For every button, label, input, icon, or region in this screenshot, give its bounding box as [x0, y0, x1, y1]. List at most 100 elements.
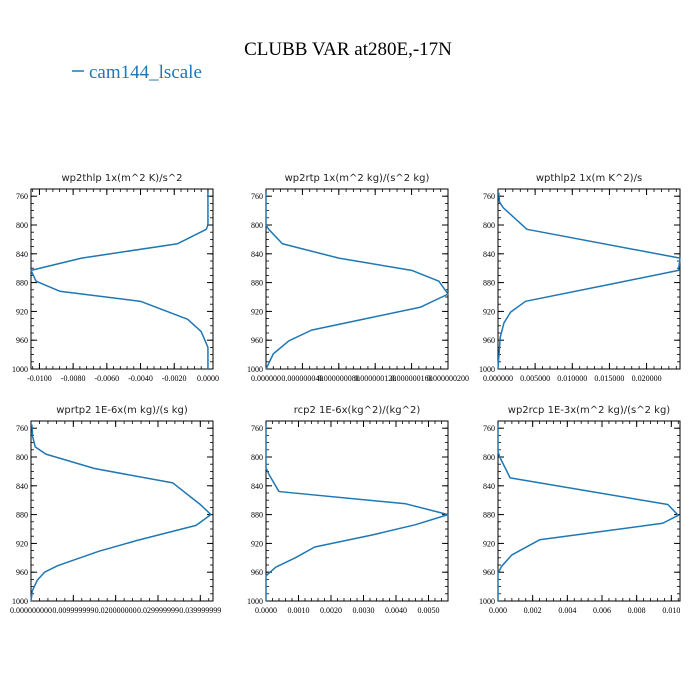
x-tick-label: -0.0100 — [27, 374, 52, 383]
x-tick-label: 0.0050 — [418, 606, 440, 615]
x-tick-label: 0.020000000 — [95, 606, 137, 615]
profile-line — [265, 192, 449, 370]
y-tick-label: 840 — [251, 482, 263, 491]
x-tick-label: 0.000000080 — [318, 374, 360, 383]
chart-panels: wp2thlp 1x(m^2 K)/s^2 760 800 840 880 920 960 1… — [10, 173, 681, 615]
y-tick-label: 760 — [251, 192, 263, 201]
x-tick-label: -0.0060 — [94, 374, 119, 383]
x-tick-label: 0.004 — [558, 606, 576, 615]
plot-frame — [30, 420, 214, 602]
x-tick-label: -0.0080 — [61, 374, 86, 383]
x-tick-label: 0.039999999 — [179, 606, 221, 615]
x-tick-label: 0.0000 — [197, 374, 219, 383]
x-tick-label: 0.005000 — [520, 374, 550, 383]
y-tick-label: 880 — [483, 279, 495, 288]
profile-line — [30, 192, 209, 369]
profile-line — [265, 424, 449, 601]
y-tick-label: 800 — [16, 221, 28, 230]
x-tick-label: 0.0010 — [288, 606, 310, 615]
y-tick-label: 880 — [251, 279, 263, 288]
chart-panel: wp2rcp 1E-3x(m^2 kg)/(s^2 kg) 760 800 840 88… — [479, 405, 681, 615]
x-tick-label: 0.000000120 — [354, 374, 396, 383]
y-tick-label: 920 — [16, 307, 28, 316]
figure-title: CLUBB VAR at280E,-17N — [244, 39, 452, 60]
y-tick-label: 960 — [251, 336, 263, 345]
x-tick-label: 0.010000 — [557, 374, 587, 383]
y-tick-label: 760 — [251, 424, 263, 433]
y-tick-label: 960 — [16, 336, 28, 345]
y-tick-label: 840 — [16, 482, 28, 491]
panel-title: wp2thlp 1x(m^2 K)/s^2 — [61, 173, 182, 184]
y-tick-label: 920 — [251, 539, 263, 548]
y-tick-label: 760 — [483, 424, 495, 433]
y-tick-label: 800 — [483, 221, 495, 230]
plot-frame — [497, 420, 681, 602]
x-tick-label: 0.000000040 — [281, 374, 323, 383]
legend-label: cam144_lscale — [89, 62, 202, 83]
chart-panel: wp2rtp 1x(m^2 kg)/(s^2 kg) 760 800 840 880 92… — [247, 173, 469, 383]
y-tick-label: 960 — [16, 568, 28, 577]
y-tick-label: 760 — [16, 192, 28, 201]
y-tick-label: 960 — [483, 336, 495, 345]
y-tick-label: 960 — [251, 568, 263, 577]
y-tick-label: 1000 — [247, 597, 263, 606]
x-tick-label: 0.020000 — [632, 374, 662, 383]
plot-frame — [265, 188, 449, 370]
y-tick-label: 800 — [16, 453, 28, 462]
y-tick-label: 800 — [483, 453, 495, 462]
x-tick-label: 0.0030 — [353, 606, 375, 615]
y-tick-label: 800 — [251, 453, 263, 462]
y-tick-label: 1000 — [479, 597, 495, 606]
x-tick-label: 0.008 — [628, 606, 646, 615]
y-tick-label: 760 — [483, 192, 495, 201]
y-tick-label: 1000 — [12, 365, 28, 374]
y-tick-label: 880 — [16, 511, 28, 520]
x-tick-label: 0.006 — [593, 606, 611, 615]
x-tick-label: -0.0020 — [162, 374, 187, 383]
x-tick-label: 0.0040 — [385, 606, 407, 615]
panel-title: wp2rtp 1x(m^2 kg)/(s^2 kg) — [285, 173, 430, 184]
x-tick-label: 0.029999999 — [137, 606, 179, 615]
chart-panel: wprtp2 1E-6x(m kg)/(s kg) 760 800 840 880 920… — [10, 405, 221, 615]
x-tick-label: 0.000000200 — [427, 374, 469, 383]
y-tick-label: 840 — [16, 250, 28, 259]
chart-panel: wpthlp2 1x(m K^2)/s 760 800 840 880 920 960 100… — [479, 173, 681, 383]
y-tick-label: 880 — [251, 511, 263, 520]
y-tick-label: 920 — [483, 539, 495, 548]
y-tick-label: 920 — [483, 307, 495, 316]
panel-title: wpthlp2 1x(m K^2)/s — [536, 173, 642, 184]
y-tick-label: 920 — [251, 307, 263, 316]
panel-title: wprtp2 1E-6x(m kg)/(s kg) — [56, 405, 188, 416]
x-tick-label: 0.000000 — [251, 374, 281, 383]
x-tick-label: 0.010 — [662, 606, 680, 615]
chart-panel: wp2thlp 1x(m^2 K)/s^2 760 800 840 880 920 960 1… — [12, 173, 219, 383]
y-tick-label: 1000 — [12, 597, 28, 606]
x-tick-label: 0.000000160 — [391, 374, 433, 383]
x-tick-label: 0.0020 — [320, 606, 342, 615]
x-tick-label: 0.002 — [524, 606, 542, 615]
y-tick-label: 1000 — [479, 365, 495, 374]
legend: cam144_lscale — [72, 62, 202, 83]
x-tick-label: 0.000000 — [483, 374, 513, 383]
y-tick-label: 840 — [483, 482, 495, 491]
plot-frame — [497, 188, 681, 370]
y-tick-label: 920 — [16, 539, 28, 548]
x-tick-label: 0.0000 — [255, 606, 277, 615]
panel-title: wp2rcp 1E-3x(m^2 kg)/(s^2 kg) — [508, 405, 671, 416]
y-tick-label: 880 — [16, 279, 28, 288]
profile-line — [30, 424, 212, 602]
x-tick-label: 0.000 — [489, 606, 507, 615]
x-tick-label: 0.015000 — [594, 374, 624, 383]
profile-line — [497, 192, 681, 370]
y-tick-label: 960 — [483, 568, 495, 577]
y-tick-label: 1000 — [247, 365, 263, 374]
x-tick-label: 0.009999999 — [52, 606, 94, 615]
chart-panel: rcp2 1E-6x(kg^2)/(kg^2) 760 800 840 880 920 96… — [247, 405, 449, 615]
x-tick-label: 0.000000000 — [10, 606, 52, 615]
profile-line — [497, 424, 680, 601]
y-tick-label: 840 — [251, 250, 263, 259]
y-tick-label: 800 — [251, 221, 263, 230]
y-tick-label: 760 — [16, 424, 28, 433]
